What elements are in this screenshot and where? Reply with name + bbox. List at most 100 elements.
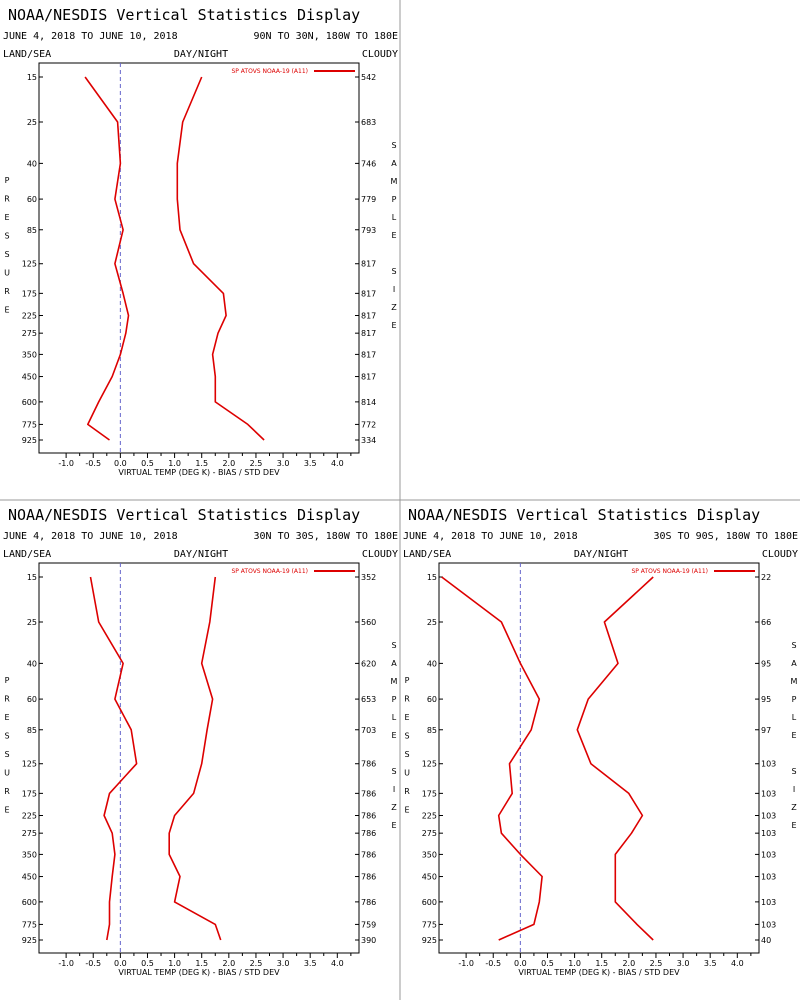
sample-size-value: 817 bbox=[361, 329, 376, 338]
x-tick-label: -1.0 bbox=[58, 459, 74, 468]
pressure-label: 775 bbox=[422, 920, 437, 929]
pressure-label: 60 bbox=[427, 695, 437, 704]
x-tick-label: 3.0 bbox=[277, 959, 290, 968]
cloudy-label: CLOUDY bbox=[762, 549, 798, 560]
sample-size-side-letter: A bbox=[791, 659, 797, 668]
x-tick-label: 2.0 bbox=[622, 959, 635, 968]
x-tick-label: 3.5 bbox=[304, 459, 317, 468]
pressure-label: 775 bbox=[22, 920, 37, 929]
sample-size-side-letter: Z bbox=[791, 803, 797, 812]
pressure-label: 25 bbox=[427, 618, 437, 627]
sample-size-side-letter: Z bbox=[391, 303, 397, 312]
std_dev-line bbox=[576, 576, 654, 941]
sample-size-side-letter: S bbox=[391, 767, 396, 776]
date-range: JUNE 4, 2018 TO JUNE 10, 2018 bbox=[3, 531, 178, 542]
x-tick-label: -0.5 bbox=[85, 459, 101, 468]
x-tick-label: -0.5 bbox=[485, 959, 501, 968]
pressure-label: 600 bbox=[22, 898, 37, 907]
sample-size-side-letter: M bbox=[391, 177, 398, 186]
pressure-label: 450 bbox=[22, 373, 37, 382]
sample-size-side-letter: S bbox=[391, 141, 396, 150]
sample-size-side-letter: S bbox=[391, 641, 396, 650]
pressure-label: 225 bbox=[22, 811, 37, 820]
pressure-label: 40 bbox=[27, 159, 37, 168]
panel-title: NOAA/NESDIS Vertical Statistics Display bbox=[8, 506, 360, 524]
pressure-label: 225 bbox=[22, 311, 37, 320]
pressure-label: 925 bbox=[22, 436, 37, 445]
pressure-side-letter: S bbox=[404, 750, 409, 759]
day-night-label: DAY/NIGHT bbox=[174, 49, 228, 60]
panel-title: NOAA/NESDIS Vertical Statistics Display bbox=[408, 506, 760, 524]
std_dev-line bbox=[176, 76, 265, 441]
sample-size-side-letter: E bbox=[791, 731, 796, 740]
pressure-label: 85 bbox=[427, 726, 437, 735]
sample-size-value: 103 bbox=[761, 850, 776, 859]
sample-size-value: 779 bbox=[361, 195, 376, 204]
sample-size-side-letter: I bbox=[393, 285, 395, 294]
pressure-side-letter: P bbox=[5, 676, 10, 685]
x-tick-label: 3.0 bbox=[677, 959, 690, 968]
sample-size-value: 786 bbox=[361, 898, 376, 907]
x-tick-label: 1.5 bbox=[595, 959, 608, 968]
x-tick-label: 0.5 bbox=[541, 959, 554, 968]
pressure-side-letter: S bbox=[4, 232, 9, 241]
pressure-label: 275 bbox=[22, 329, 37, 338]
sample-size-value: 103 bbox=[761, 811, 776, 820]
x-tick-label: -1.0 bbox=[458, 959, 474, 968]
pressure-label: 60 bbox=[27, 195, 37, 204]
x-tick-label: 4.0 bbox=[731, 959, 744, 968]
pressure-label: 600 bbox=[22, 398, 37, 407]
sample-size-side-letter: S bbox=[791, 641, 796, 650]
x-tick-label: 1.5 bbox=[195, 959, 208, 968]
bias-line bbox=[84, 76, 130, 441]
pressure-label: 925 bbox=[22, 936, 37, 945]
pressure-side-letter: U bbox=[404, 769, 410, 778]
region-label: 30N TO 30S, 180W TO 180E bbox=[254, 531, 399, 542]
x-tick-label: 3.5 bbox=[304, 959, 317, 968]
x-tick-label: 1.0 bbox=[168, 459, 181, 468]
x-tick-label: 4.0 bbox=[331, 959, 344, 968]
bias-line bbox=[441, 576, 543, 941]
legend-label: SP ATOVS NOAA-19 (A11) bbox=[231, 68, 308, 75]
sample-size-value: 817 bbox=[361, 289, 376, 298]
pressure-side-letter: E bbox=[404, 713, 409, 722]
x-tick-label: 0.0 bbox=[114, 959, 127, 968]
std_dev-line bbox=[168, 576, 222, 941]
land-sea-label: LAND/SEA bbox=[403, 549, 451, 560]
date-range: JUNE 4, 2018 TO JUNE 10, 2018 bbox=[3, 31, 178, 42]
pressure-label: 40 bbox=[27, 659, 37, 668]
pressure-label: 350 bbox=[22, 850, 37, 859]
plot-frame bbox=[38, 62, 360, 454]
pressure-label: 275 bbox=[422, 829, 437, 838]
pressure-label: 15 bbox=[27, 73, 37, 82]
pressure-label: 350 bbox=[22, 350, 37, 359]
x-tick-label: -0.5 bbox=[85, 959, 101, 968]
sample-size-value: 786 bbox=[361, 811, 376, 820]
sample-size-value: 817 bbox=[361, 350, 376, 359]
x-tick-label: 2.5 bbox=[250, 959, 263, 968]
x-axis-label: VIRTUAL TEMP (DEG K) - BIAS / STD DEV bbox=[518, 968, 680, 977]
pressure-side-letter: R bbox=[4, 695, 10, 704]
pressure-label: 15 bbox=[427, 573, 437, 582]
pressure-side-letter: S bbox=[4, 250, 9, 259]
pressure-side-letter: R bbox=[4, 287, 10, 296]
pressure-side-letter: P bbox=[5, 176, 10, 185]
sample-size-side-letter: S bbox=[791, 767, 796, 776]
pressure-label: 275 bbox=[22, 829, 37, 838]
sample-size-value: 542 bbox=[361, 73, 376, 82]
x-axis-label: VIRTUAL TEMP (DEG K) - BIAS / STD DEV bbox=[118, 468, 280, 477]
sample-size-side-letter: P bbox=[392, 195, 397, 204]
x-tick-label: 4.0 bbox=[331, 459, 344, 468]
sample-size-value: 759 bbox=[361, 920, 376, 929]
plot-frame bbox=[38, 562, 360, 954]
pressure-side-letter: R bbox=[404, 695, 410, 704]
sample-size-value: 22 bbox=[761, 573, 771, 582]
sample-size-value: 352 bbox=[361, 573, 376, 582]
x-tick-label: 1.5 bbox=[195, 459, 208, 468]
x-tick-label: 2.0 bbox=[222, 459, 235, 468]
pressure-label: 175 bbox=[22, 289, 37, 298]
sample-size-value: 683 bbox=[361, 118, 376, 127]
x-tick-label: 0.0 bbox=[514, 959, 527, 968]
sample-size-side-letter: A bbox=[391, 159, 397, 168]
